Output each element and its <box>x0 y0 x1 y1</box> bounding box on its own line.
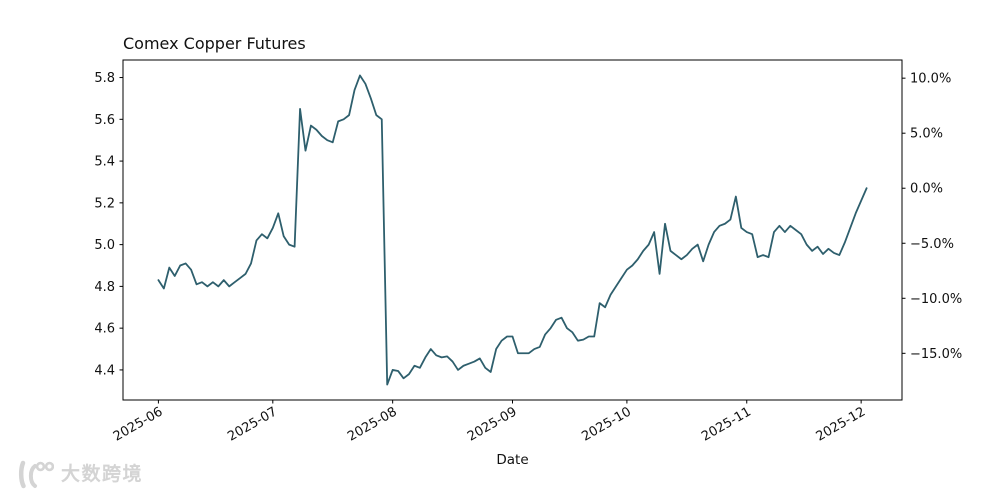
left-y-tick-label: 4.6 <box>94 322 115 337</box>
chart-title: Comex Copper Futures <box>123 34 306 53</box>
right-y-tick-label: 10.0% <box>910 72 951 87</box>
right-y-tick-label: 0.0% <box>910 182 943 197</box>
watermark: 大数跨境 <box>10 457 143 491</box>
x-axis-label: Date <box>496 452 529 468</box>
right-y-tick-label: −15.0% <box>910 347 962 362</box>
right-y-tick-label: 5.0% <box>910 127 943 142</box>
x-tick-label: 2025-09 <box>465 404 520 444</box>
plot-border <box>122 59 903 401</box>
left-y-tick-label: 5.2 <box>94 196 115 211</box>
dny-logo-icon <box>18 460 54 489</box>
right-y-tick-label: −5.0% <box>910 237 954 252</box>
x-tick-label: 2025-06 <box>111 404 166 444</box>
price-line <box>157 74 868 386</box>
x-tick-label: 2025-07 <box>225 404 280 444</box>
left-y-tick-label: 5.6 <box>94 113 115 128</box>
x-tick-label: 2025-10 <box>579 404 634 444</box>
watermark-text: 大数跨境 <box>61 462 144 485</box>
left-y-tick-label: 4.8 <box>94 280 115 295</box>
x-tick-label: 2025-08 <box>345 404 400 444</box>
right-y-tick-label: −10.0% <box>910 292 962 307</box>
left-y-tick-label: 4.4 <box>94 363 115 378</box>
left-y-tick-label: 5.8 <box>94 71 115 86</box>
left-y-tick-label: 5.0 <box>94 238 115 253</box>
left-y-tick-label: 5.4 <box>94 155 115 170</box>
x-tick-label: 2025-11 <box>699 404 754 444</box>
x-tick-label: 2025-12 <box>814 404 869 444</box>
